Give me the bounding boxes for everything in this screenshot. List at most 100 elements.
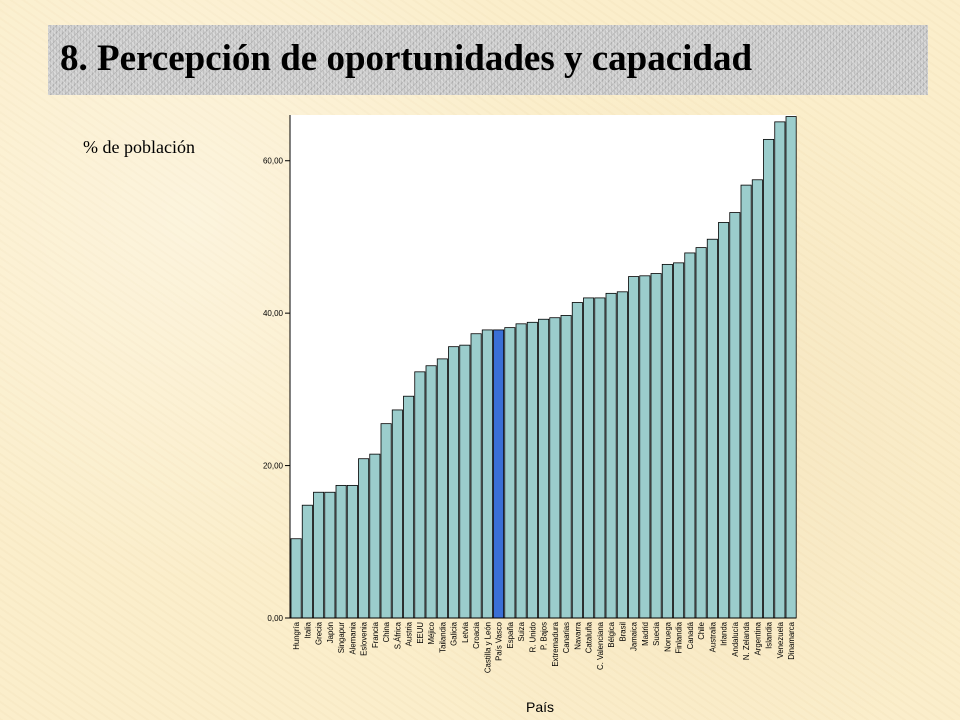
bar-9 xyxy=(391,409,403,619)
x-tick-label-37: Australia xyxy=(708,621,717,652)
x-tick-label-43: Venezuela xyxy=(776,621,785,658)
bar-36 xyxy=(695,247,707,619)
x-tick-label-36: Chile xyxy=(697,622,706,640)
x-tick-label-2: Grecia xyxy=(315,621,324,645)
x-tick-label-3: Japón xyxy=(326,622,335,643)
bar-37 xyxy=(706,238,718,619)
bar-28 xyxy=(605,292,617,619)
bar-5 xyxy=(346,484,358,619)
bar-24 xyxy=(560,315,572,619)
bar-32 xyxy=(650,273,662,619)
bar-20 xyxy=(515,323,527,619)
y-tick-label-2: 40,00 xyxy=(263,309,284,318)
bar-2 xyxy=(313,491,325,619)
bar-22 xyxy=(538,318,550,619)
bar-11 xyxy=(414,371,426,619)
x-tick-label-1: Italia xyxy=(303,621,312,638)
bar-30 xyxy=(628,276,640,619)
x-tick-label-30: Jamaica xyxy=(630,621,639,651)
y-axis-label: % de población xyxy=(83,137,195,157)
y-ticks-group: 0,00 20,00 40,00 60,00 xyxy=(263,157,290,623)
x-tick-label-18: País Vasco xyxy=(495,621,504,661)
slide-title: 8. Percepción de oportunidades y capacid… xyxy=(60,38,753,79)
bar-0 xyxy=(290,538,302,619)
bar-39 xyxy=(729,212,741,619)
x-tick-label-7: Francia xyxy=(371,621,380,648)
bar-14 xyxy=(448,346,460,619)
x-tick-label-42: Islandia xyxy=(765,621,774,649)
bar-26 xyxy=(583,297,595,619)
bar-38 xyxy=(718,222,730,619)
bar-23 xyxy=(549,317,561,619)
bar-40 xyxy=(740,184,752,619)
x-tick-label-21: R. Unido xyxy=(528,621,537,652)
x-tick-label-41: Argentina xyxy=(753,621,762,655)
x-tick-label-14: Galicia xyxy=(450,621,459,645)
x-tick-label-9: S.África xyxy=(393,621,402,649)
x-tick-label-29: Brasil xyxy=(618,622,627,642)
x-tick-label-4: Singapur xyxy=(337,622,346,654)
x-tick-label-13: Tailandia xyxy=(438,621,447,652)
y-tick-label-0: 0,00 xyxy=(267,614,283,623)
bar-42 xyxy=(763,138,775,619)
bar-19 xyxy=(504,327,516,619)
bar-18 xyxy=(493,329,505,619)
bar-12 xyxy=(425,365,437,619)
bar-41 xyxy=(751,179,763,619)
bar-1 xyxy=(301,504,313,619)
bars-group xyxy=(290,116,797,619)
title-banner: 8. Percepción de oportunidades y capacid… xyxy=(48,25,928,95)
x-tick-labels-group: Hungría Italia Grecia Japón Singapur Alemania… xyxy=(292,621,796,673)
x-tick-label-15: Letvia xyxy=(461,621,470,642)
bar-7 xyxy=(369,453,381,619)
x-tick-label-8: China xyxy=(382,621,391,642)
x-tick-label-17: Castilla y León xyxy=(483,622,492,673)
bar-6 xyxy=(358,458,370,619)
x-tick-label-23: Extremadura xyxy=(551,621,560,666)
x-tick-label-34: Finlandia xyxy=(675,621,684,653)
x-tick-label-19: España xyxy=(506,621,515,648)
x-tick-label-25: Navarra xyxy=(573,621,582,649)
x-tick-label-12: Méjico xyxy=(427,621,436,644)
y-tick-label-1: 20,00 xyxy=(263,462,284,471)
x-tick-label-39: Andalucía xyxy=(731,621,740,656)
bar-4 xyxy=(335,484,347,619)
x-tick-label-38: Irlanda xyxy=(720,621,729,646)
x-tick-label-24: Canarias xyxy=(562,622,571,653)
bar-16 xyxy=(470,333,482,619)
x-axis-title: País xyxy=(526,699,554,715)
x-tick-label-6: Eslovenia xyxy=(360,621,369,655)
bar-44 xyxy=(785,116,797,619)
x-tick-label-16: Croacia xyxy=(472,621,481,649)
bar-29 xyxy=(616,291,628,619)
bar-33 xyxy=(661,263,673,619)
x-tick-label-0: Hungría xyxy=(292,621,301,649)
bar-43 xyxy=(774,121,786,619)
x-tick-label-31: Madrid xyxy=(641,622,650,646)
x-tick-label-22: P. Bajos xyxy=(540,622,549,650)
x-tick-label-40: N. Zelanda xyxy=(742,621,751,660)
bar-15 xyxy=(459,344,471,619)
x-tick-label-35: Canadá xyxy=(686,621,695,649)
x-tick-label-32: Suecia xyxy=(652,621,661,646)
bar-31 xyxy=(639,275,651,619)
bar-3 xyxy=(324,491,336,619)
x-tick-label-27: C. Valenciana xyxy=(596,621,605,670)
bar-8 xyxy=(380,423,392,619)
x-tick-label-5: Alemania xyxy=(348,621,357,654)
x-tick-label-10: Austria xyxy=(405,621,414,646)
bar-21 xyxy=(526,321,538,619)
bar-34 xyxy=(673,262,685,619)
bar-10 xyxy=(403,395,415,619)
bar-13 xyxy=(436,358,448,619)
bar-25 xyxy=(571,302,583,619)
bar-17 xyxy=(481,329,493,619)
y-tick-label-3: 60,00 xyxy=(263,157,284,166)
x-tick-label-26: Cataluña xyxy=(585,621,594,653)
x-tick-label-28: Bélgica xyxy=(607,621,616,647)
bar-27 xyxy=(594,297,606,619)
x-tick-label-11: EEUU xyxy=(416,622,425,644)
x-tick-label-44: Dinamarca xyxy=(787,621,796,659)
x-tick-label-20: Suiza xyxy=(517,621,526,641)
